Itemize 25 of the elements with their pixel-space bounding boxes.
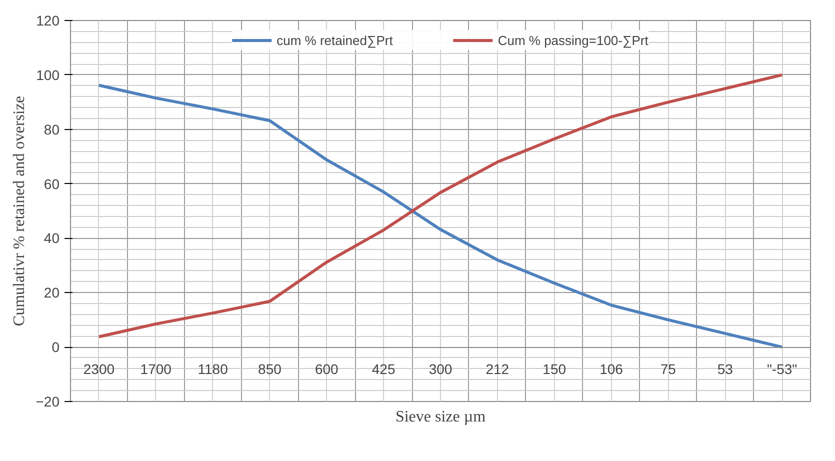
x-tick-label: 75 bbox=[660, 361, 676, 378]
x-tick-label: 106 bbox=[600, 361, 624, 378]
x-tick-label: 300 bbox=[428, 361, 452, 378]
y-tick-label: 40 bbox=[44, 230, 60, 246]
x-axis-title: Sieve size µm bbox=[395, 408, 486, 426]
y-tick-label: 20 bbox=[44, 284, 60, 301]
x-tick-label: 425 bbox=[372, 361, 396, 378]
x-tick-label: 150 bbox=[542, 361, 566, 378]
x-tick-label: 850 bbox=[258, 361, 282, 378]
y-tick-label: 0 bbox=[52, 339, 60, 356]
y-axis-title: Cumulativr % retained and oversize bbox=[10, 96, 28, 326]
y-tick-label: −20 bbox=[36, 394, 60, 410]
y-tick-label: 120 bbox=[36, 12, 60, 28]
x-tick-label: 212 bbox=[486, 361, 510, 378]
legend-label: Cum % passing=100-∑Prt bbox=[498, 32, 648, 48]
y-tick-label: 80 bbox=[44, 121, 60, 138]
x-tick-label: 2300 bbox=[83, 361, 115, 378]
x-tick-label: 53 bbox=[717, 361, 734, 378]
legend-label: cum % retained∑Prt bbox=[276, 32, 393, 48]
x-tick-label: "-53" bbox=[766, 361, 798, 378]
x-tick-label: 1700 bbox=[140, 361, 172, 378]
y-tick-label: 100 bbox=[36, 66, 60, 83]
x-tick-label: 600 bbox=[314, 361, 339, 378]
y-tick-label: 60 bbox=[44, 176, 60, 192]
x-tick-label: 1180 bbox=[198, 361, 228, 378]
